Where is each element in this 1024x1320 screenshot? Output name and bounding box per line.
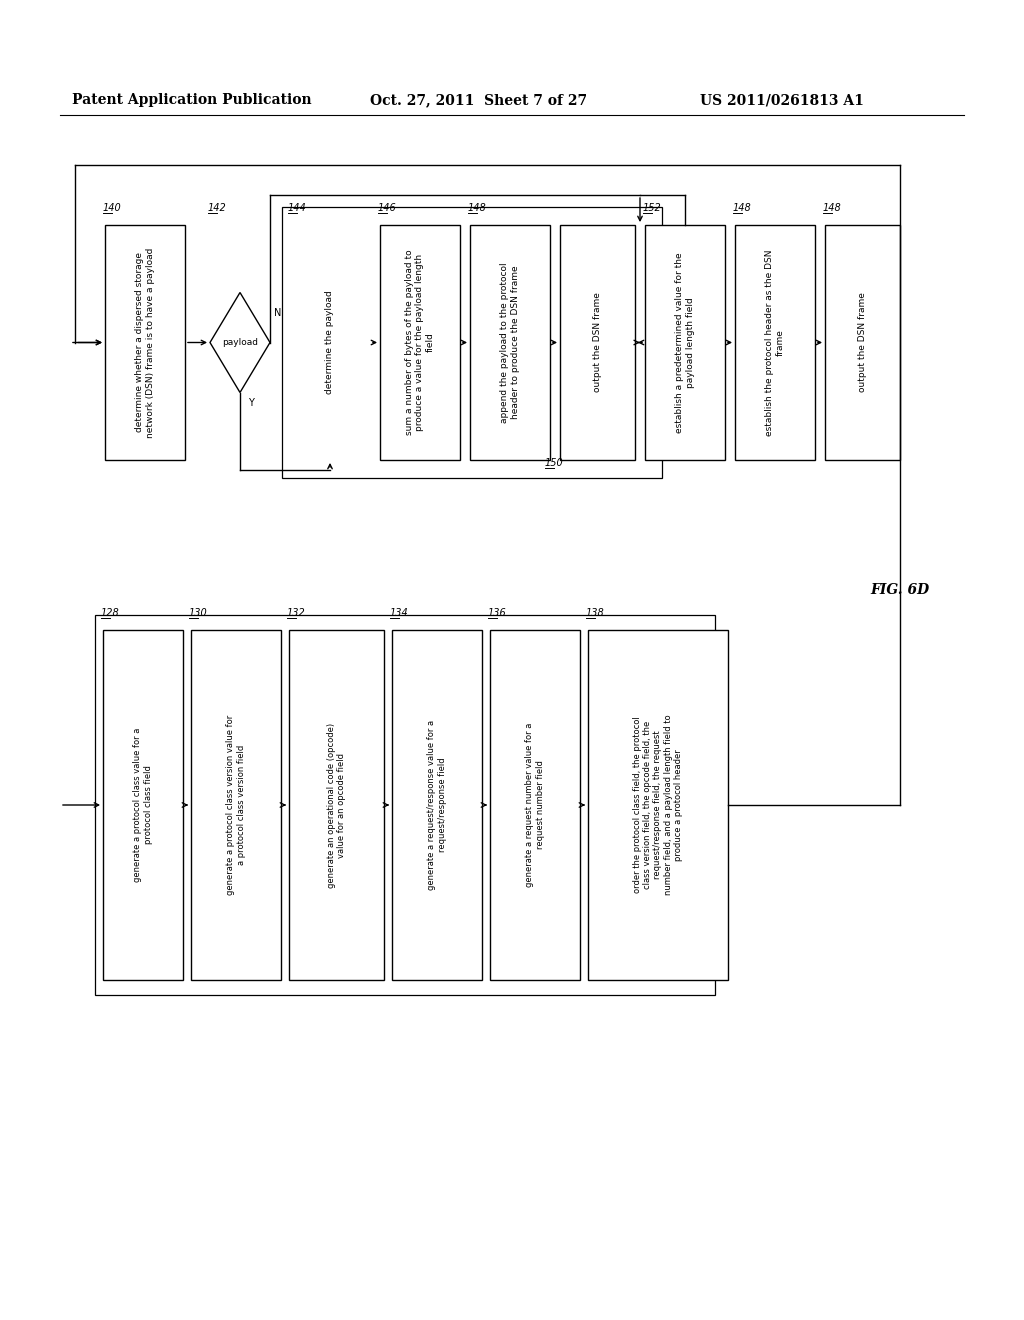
Text: 128: 128	[101, 609, 120, 618]
Bar	[735, 224, 815, 459]
Bar	[825, 224, 900, 459]
Text: 142: 142	[208, 203, 226, 213]
Bar	[588, 630, 728, 979]
Text: 130: 130	[189, 609, 208, 618]
Text: 140: 140	[103, 203, 122, 213]
Text: Patent Application Publication: Patent Application Publication	[72, 92, 311, 107]
Text: 148: 148	[823, 203, 842, 213]
Text: order the protocol class field, the protocol
class version field, the opcode fie: order the protocol class field, the prot…	[633, 714, 683, 895]
Text: determine whether a dispersed storage
network (DSN) frame is to have a payload: determine whether a dispersed storage ne…	[135, 247, 155, 438]
Bar	[290, 224, 370, 459]
Text: append the payload to the protocol
header to produce the DSN frame: append the payload to the protocol heade…	[501, 263, 520, 422]
Text: FIG. 6D: FIG. 6D	[870, 583, 929, 597]
Text: N: N	[274, 308, 282, 318]
Polygon shape	[210, 293, 270, 392]
Text: generate a request number value for a
request number field: generate a request number value for a re…	[525, 723, 545, 887]
Text: determine the payload: determine the payload	[326, 290, 335, 395]
Text: US 2011/0261813 A1: US 2011/0261813 A1	[700, 92, 864, 107]
Text: generate a request/response value for a
request/response field: generate a request/response value for a …	[427, 719, 446, 890]
Text: payload: payload	[222, 338, 258, 347]
Text: 134: 134	[390, 609, 409, 618]
Text: Y: Y	[248, 397, 254, 408]
Text: 152: 152	[643, 203, 662, 213]
Bar	[103, 630, 183, 979]
Text: establish a predetermined value for the
payload length field: establish a predetermined value for the …	[675, 252, 694, 433]
Text: sum a number of bytes of the payload to
produce a value for the payload length
f: sum a number of bytes of the payload to …	[406, 249, 435, 436]
Bar	[95, 615, 715, 995]
Bar	[380, 224, 460, 459]
Text: 132: 132	[287, 609, 306, 618]
Text: 148: 148	[733, 203, 752, 213]
Bar	[105, 224, 185, 459]
Text: 148: 148	[468, 203, 486, 213]
Text: output the DSN frame: output the DSN frame	[858, 293, 867, 392]
Bar	[560, 224, 635, 459]
Bar	[490, 630, 580, 979]
Text: establish the protocol header as the DSN
frame: establish the protocol header as the DSN…	[765, 249, 784, 436]
Text: generate an operational code (opcode)
value for an opcode field: generate an operational code (opcode) va…	[327, 722, 346, 887]
Text: Oct. 27, 2011  Sheet 7 of 27: Oct. 27, 2011 Sheet 7 of 27	[370, 92, 587, 107]
Bar	[392, 630, 482, 979]
Text: generate a protocol class version value for
a protocol class version field: generate a protocol class version value …	[226, 715, 246, 895]
Text: 144: 144	[288, 203, 307, 213]
Bar	[191, 630, 281, 979]
Text: output the DSN frame: output the DSN frame	[593, 293, 602, 392]
Text: 150: 150	[545, 458, 564, 469]
Bar	[289, 630, 384, 979]
Bar	[645, 224, 725, 459]
Text: 136: 136	[488, 609, 507, 618]
Bar	[282, 207, 662, 478]
Bar	[470, 224, 550, 459]
Text: 146: 146	[378, 203, 396, 213]
Text: generate a protocol class value for a
protocol class field: generate a protocol class value for a pr…	[133, 727, 153, 882]
Text: 138: 138	[586, 609, 605, 618]
